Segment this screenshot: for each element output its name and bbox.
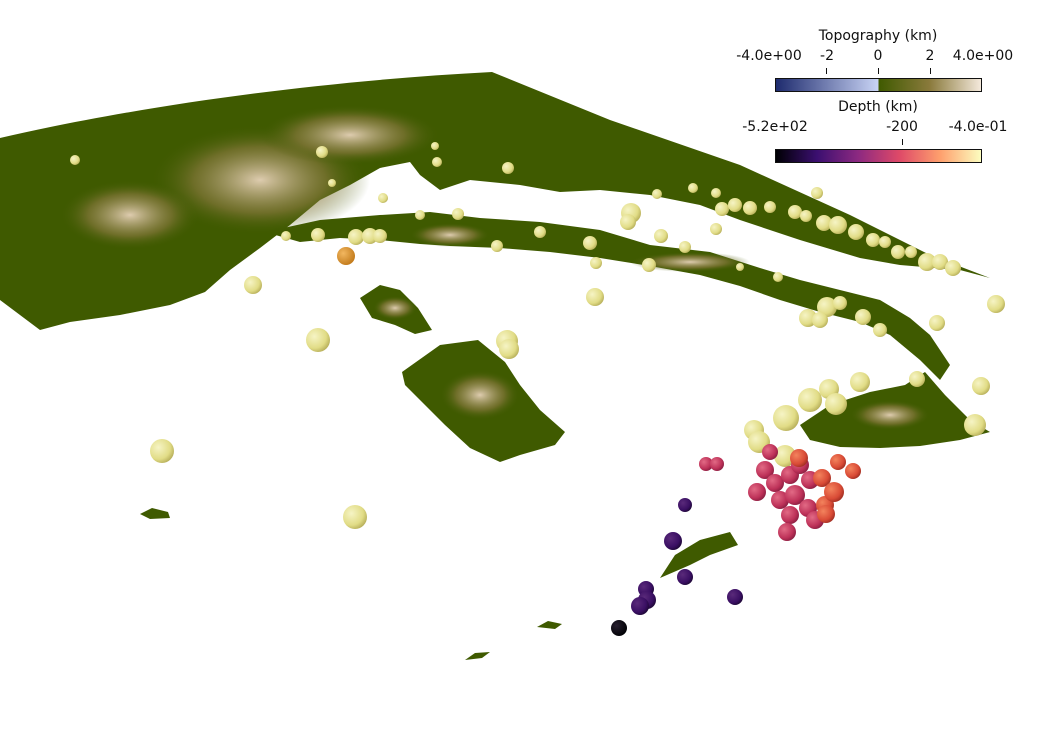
- terrain-mountain-highlights: [60, 105, 930, 430]
- depth-tick-mark: [902, 139, 903, 145]
- terrain-islet-2: [537, 621, 562, 629]
- topography-legend: Topography (km) -4.0e+00 -2 0 2 4.0e+00: [736, 28, 1020, 100]
- topography-tick-neg2: -2: [820, 48, 834, 64]
- topography-colorbar: [775, 78, 982, 92]
- terrain-peninsula: [265, 212, 950, 380]
- depth-legend-title: Depth (km): [838, 99, 918, 115]
- topography-tick-min: -4.0e+00: [736, 48, 802, 64]
- topography-tick-mark: [878, 68, 879, 74]
- terrain-islet-3: [465, 652, 490, 660]
- topography-legend-title: Topography (km): [818, 28, 938, 44]
- topography-tick-zero: 0: [873, 48, 883, 64]
- depth-tick-neg200: -200: [886, 119, 918, 135]
- depth-tick-min: -5.2e+02: [742, 119, 808, 135]
- depth-colorbar: [775, 149, 982, 163]
- seismic-events-shallow: [70, 142, 1005, 529]
- topography-tick-max: 4.0e+00: [952, 48, 1014, 64]
- depth-legend: Depth (km) -5.2e+02 -200 -4.0e-01: [740, 99, 1020, 171]
- topography-tick-2: 2: [925, 48, 935, 64]
- terrain-islet-1: [140, 508, 170, 519]
- terrain-south-island: [660, 532, 738, 578]
- seismic-events-deep: [337, 247, 743, 636]
- seismic-events-intermediate: [699, 444, 861, 541]
- depth-tick-max: -4.0e-01: [948, 119, 1008, 135]
- topography-tick-mark: [930, 68, 931, 74]
- topography-tick-mark: [826, 68, 827, 74]
